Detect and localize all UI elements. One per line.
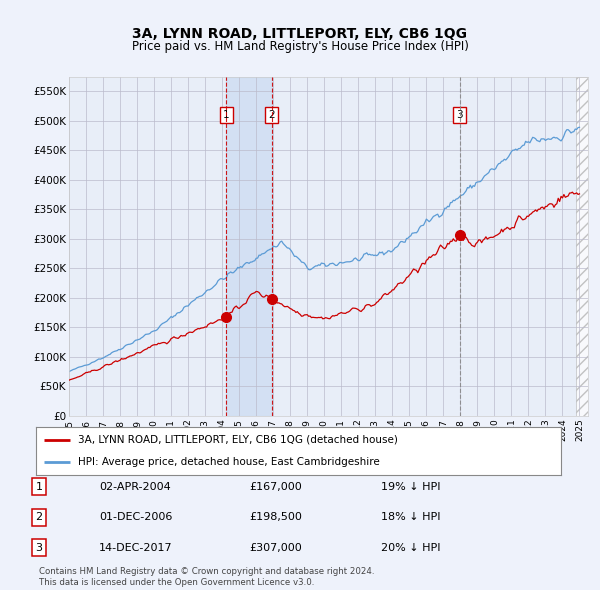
Text: 3A, LYNN ROAD, LITTLEPORT, ELY, CB6 1QG (detached house): 3A, LYNN ROAD, LITTLEPORT, ELY, CB6 1QG … bbox=[78, 435, 398, 445]
Bar bbox=[226, 77, 272, 416]
Text: £167,000: £167,000 bbox=[249, 482, 302, 491]
Text: 3: 3 bbox=[35, 543, 43, 552]
Text: 02-APR-2004: 02-APR-2004 bbox=[99, 482, 171, 491]
Text: 01-DEC-2006: 01-DEC-2006 bbox=[99, 513, 172, 522]
Text: Price paid vs. HM Land Registry's House Price Index (HPI): Price paid vs. HM Land Registry's House … bbox=[131, 40, 469, 53]
Text: 2: 2 bbox=[35, 513, 43, 522]
Text: 2: 2 bbox=[269, 110, 275, 120]
Text: £198,500: £198,500 bbox=[249, 513, 302, 522]
Text: 19% ↓ HPI: 19% ↓ HPI bbox=[381, 482, 440, 491]
Text: 3: 3 bbox=[456, 110, 463, 120]
Text: 14-DEC-2017: 14-DEC-2017 bbox=[99, 543, 173, 552]
Text: HPI: Average price, detached house, East Cambridgeshire: HPI: Average price, detached house, East… bbox=[78, 457, 380, 467]
Text: £307,000: £307,000 bbox=[249, 543, 302, 552]
Text: 1: 1 bbox=[223, 110, 230, 120]
Text: 1: 1 bbox=[35, 482, 43, 491]
Text: 3A, LYNN ROAD, LITTLEPORT, ELY, CB6 1QG: 3A, LYNN ROAD, LITTLEPORT, ELY, CB6 1QG bbox=[133, 27, 467, 41]
Text: Contains HM Land Registry data © Crown copyright and database right 2024.
This d: Contains HM Land Registry data © Crown c… bbox=[39, 568, 374, 586]
Text: 18% ↓ HPI: 18% ↓ HPI bbox=[381, 513, 440, 522]
Text: 20% ↓ HPI: 20% ↓ HPI bbox=[381, 543, 440, 552]
